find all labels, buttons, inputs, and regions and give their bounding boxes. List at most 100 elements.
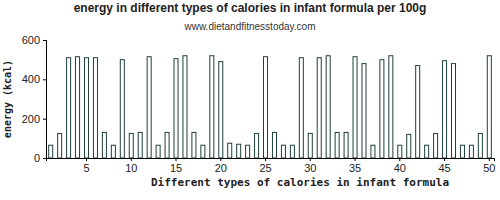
x-tick: 10: [125, 158, 137, 174]
chart: energy in different types of calories in…: [0, 0, 500, 200]
x-tick: 25: [259, 158, 271, 174]
bars: [49, 56, 492, 158]
x-axis-title: Different types of calories in infant fo…: [151, 176, 449, 189]
bar: [264, 57, 268, 158]
y-tick-label: 0: [34, 152, 40, 164]
bar: [147, 57, 151, 158]
bar: [389, 56, 393, 158]
bar: [237, 144, 241, 158]
bar: [183, 56, 187, 158]
x-tick: 20: [215, 158, 227, 174]
x-tick-mark: [489, 158, 490, 161]
bar: [371, 145, 375, 158]
bar: [335, 132, 339, 158]
y-tick: 0: [34, 152, 46, 164]
bar: [156, 145, 160, 158]
bar: [111, 145, 115, 158]
bar: [76, 57, 80, 158]
bar: [434, 133, 438, 158]
x-tick-mark: [444, 158, 445, 161]
bar: [398, 145, 402, 158]
bar: [308, 133, 312, 158]
bar: [120, 60, 124, 158]
y-tick-mark: [43, 40, 46, 41]
x-axis: 5 10 15 20 25 30 35 40 45 50: [47, 158, 496, 174]
x-tick: 40: [394, 158, 406, 174]
plot: 5 10 15 20 25 30 35 40 45 50 0 200 400 600: [22, 34, 496, 174]
bar: [165, 132, 169, 158]
y-tick-mark: [43, 79, 46, 80]
y-tick-label: 200: [22, 113, 40, 125]
bar: [58, 133, 62, 158]
y-axis-title: energy (kcal): [2, 60, 13, 138]
bar: [478, 133, 482, 158]
y-axis-line: [43, 41, 47, 159]
x-tick-label: 40: [394, 162, 406, 174]
bar: [380, 60, 384, 158]
y-tick-label: 600: [22, 34, 40, 46]
bar: [129, 133, 133, 158]
bar: [326, 56, 330, 158]
bar: [299, 58, 303, 158]
bar: [67, 58, 71, 158]
x-tick-label: 45: [438, 162, 450, 174]
bar: [102, 132, 106, 158]
x-tick: 35: [349, 158, 361, 174]
bar: [201, 145, 205, 158]
bar: [255, 133, 259, 158]
x-tick: 30: [304, 158, 316, 174]
bar: [281, 145, 285, 158]
x-tick-mark: [355, 158, 356, 161]
bar: [416, 66, 420, 158]
x-tick-mark: [265, 158, 266, 161]
x-tick-mark: [399, 158, 400, 161]
bar: [49, 145, 53, 158]
x-tick-label: 10: [125, 162, 137, 174]
bar: [344, 132, 348, 158]
y-tick: 600: [22, 34, 46, 46]
bar: [219, 62, 223, 158]
bar: [451, 64, 455, 158]
x-tick: 5: [83, 158, 89, 174]
bar: [210, 56, 214, 158]
bar: [443, 61, 447, 158]
x-tick-label: 35: [349, 162, 361, 174]
bar: [93, 58, 97, 158]
x-tick-label: 15: [170, 162, 182, 174]
bar: [407, 134, 411, 158]
x-tick-label: 20: [215, 162, 227, 174]
bar: [425, 145, 429, 158]
x-tick-label: 30: [304, 162, 316, 174]
x-tick-mark: [176, 158, 177, 161]
bar: [272, 132, 276, 158]
x-tick-label: 25: [259, 162, 271, 174]
bar: [460, 145, 464, 158]
y-tick-label: 400: [22, 73, 40, 85]
x-tick-mark: [220, 158, 221, 161]
bar: [174, 59, 178, 158]
bar: [138, 132, 142, 158]
bar: [317, 58, 321, 158]
bar: [353, 57, 357, 158]
x-tick: 50: [483, 158, 495, 174]
bar: [84, 58, 88, 158]
y-axis: 0 200 400 600: [22, 34, 47, 164]
x-tick-mark: [310, 158, 311, 161]
bar: [487, 56, 491, 158]
y-tick: 400: [22, 73, 46, 85]
x-axis-line: [47, 159, 495, 162]
x-tick: 45: [438, 158, 450, 174]
subtitle: www.dietandfitnesstoday.com: [184, 21, 316, 32]
x-tick-label: 50: [483, 162, 495, 174]
x-tick: 15: [170, 158, 182, 174]
x-tick-mark: [86, 158, 87, 161]
x-tick-label: 5: [83, 162, 89, 174]
bar: [246, 145, 250, 158]
bar: [228, 143, 232, 158]
y-tick-mark: [43, 158, 46, 159]
title: energy in different types of calories in…: [74, 1, 427, 15]
bar: [290, 145, 294, 158]
bar: [469, 145, 473, 158]
y-tick: 200: [22, 113, 46, 125]
x-tick-mark: [131, 158, 132, 161]
